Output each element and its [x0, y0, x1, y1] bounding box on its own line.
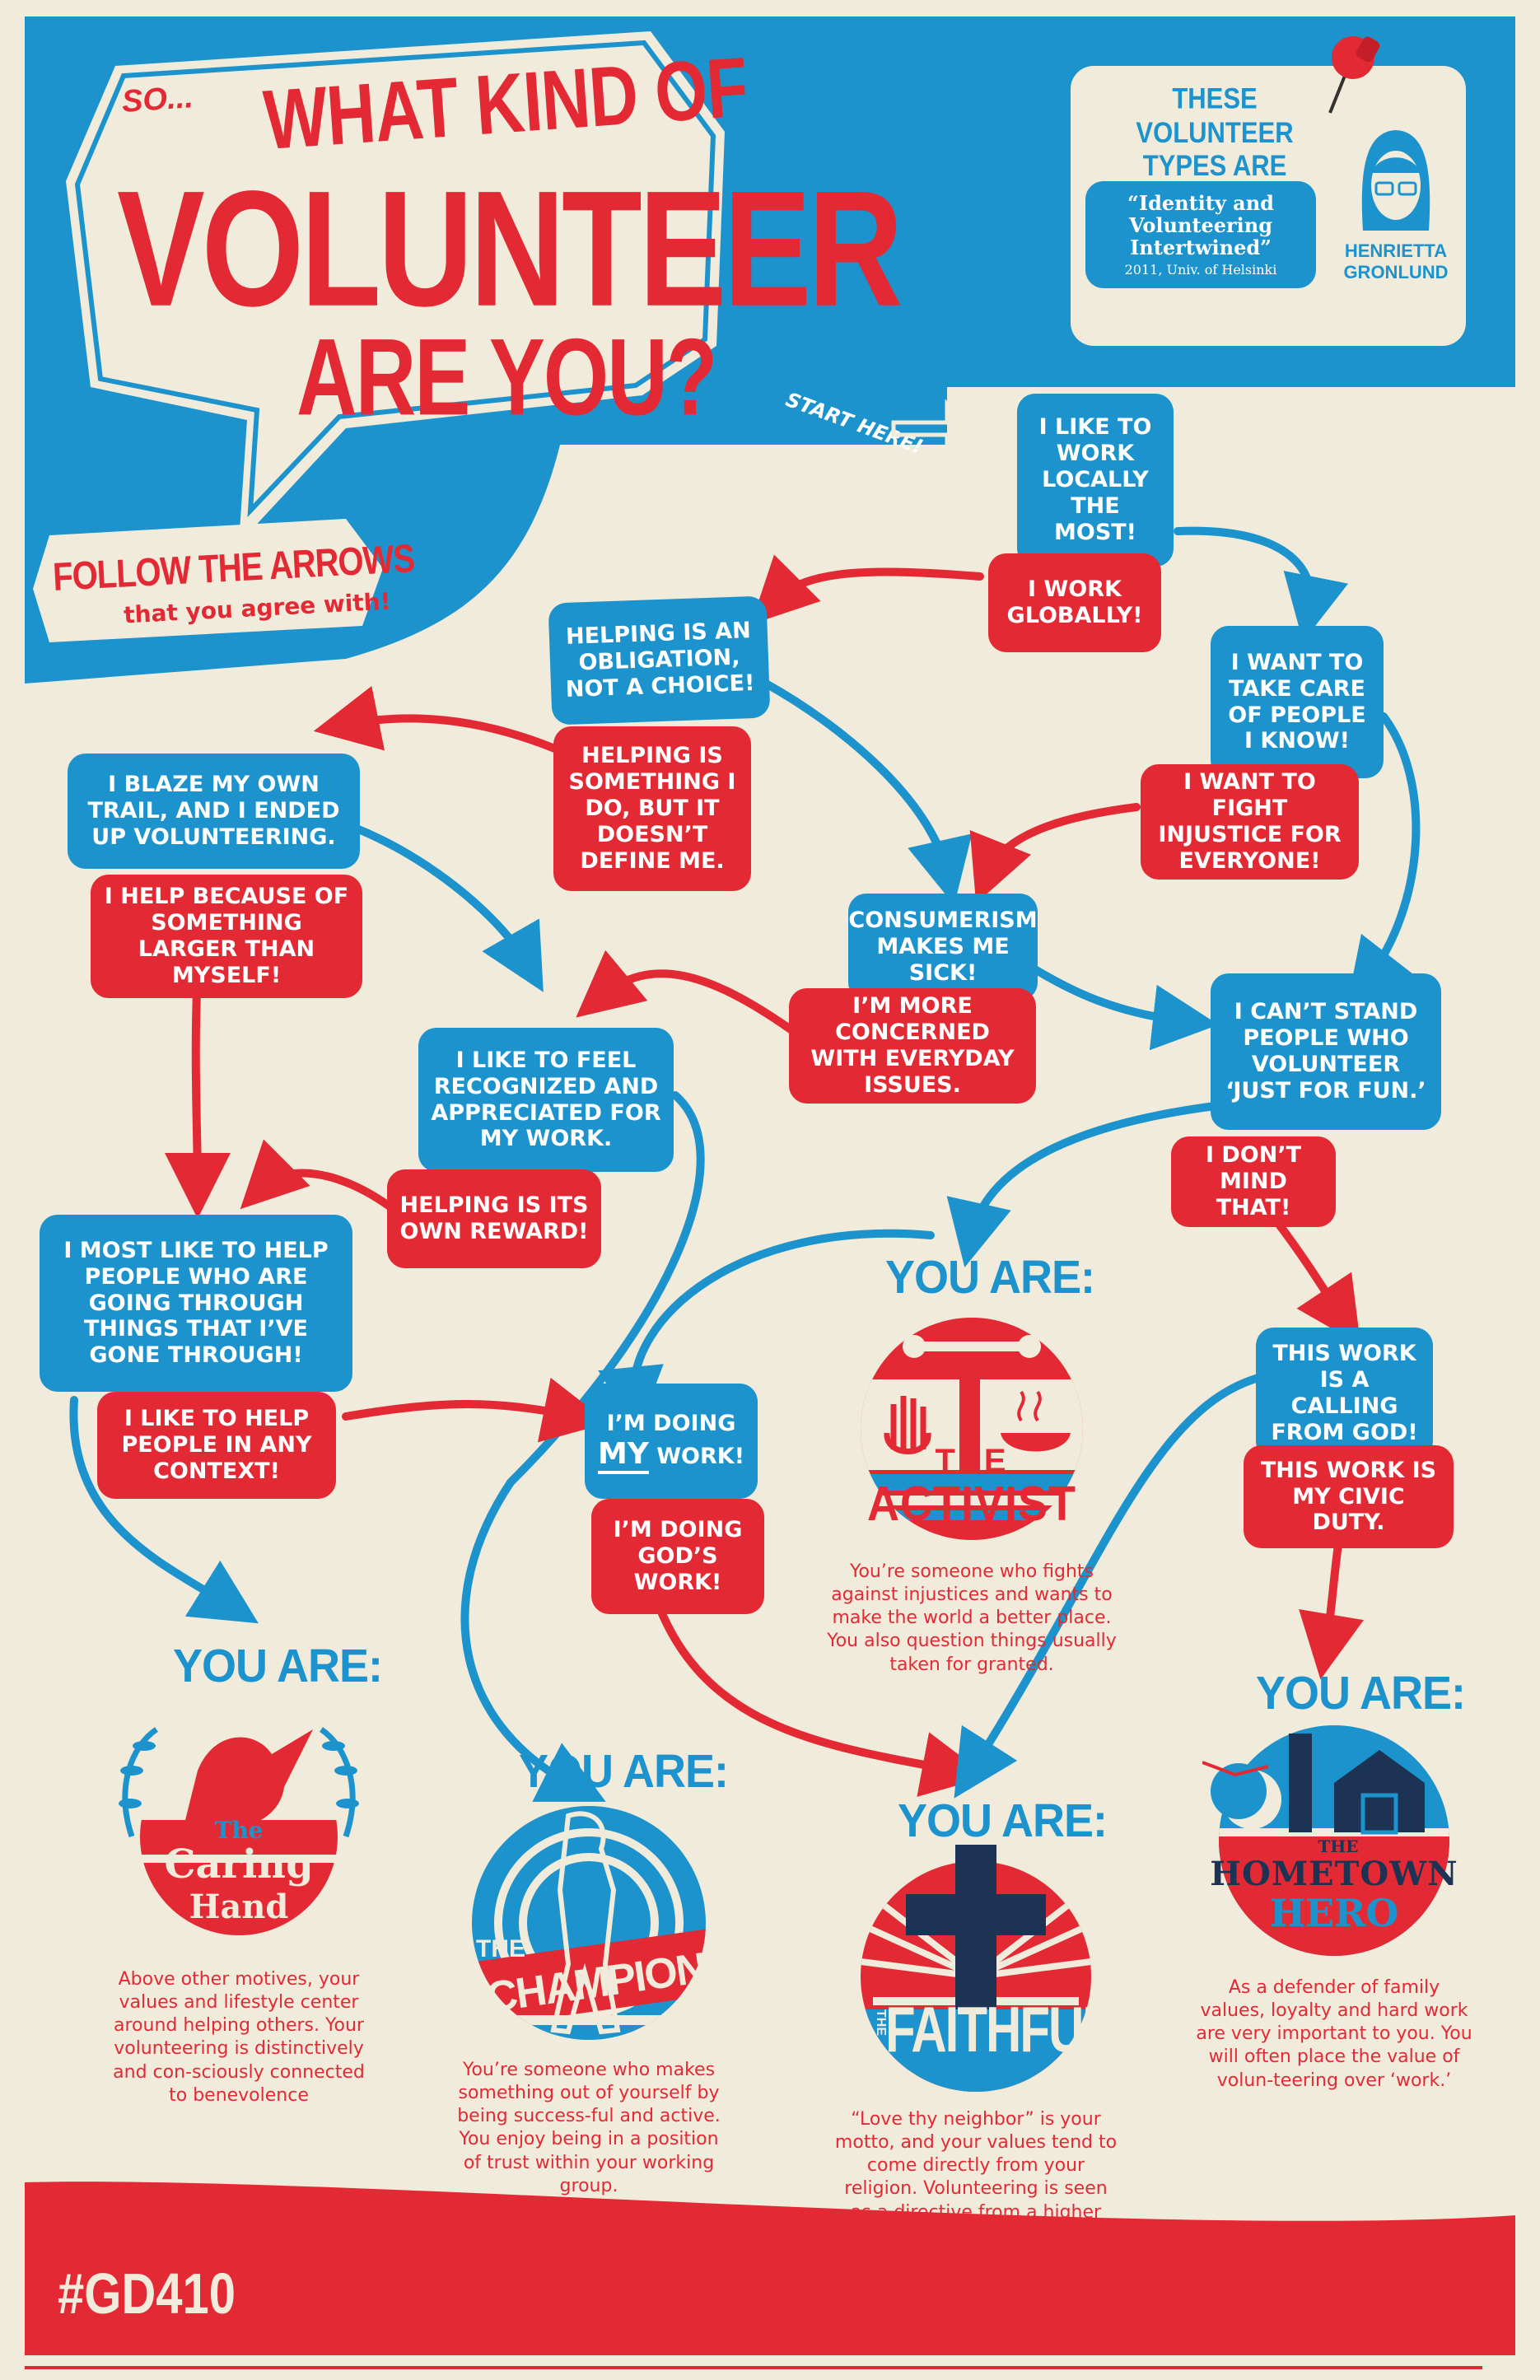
bubble-not-define[interactable]: HELPING IS SOMETHING I DO, BUT IT DOESN’…: [553, 726, 751, 891]
so-label: SO...: [120, 80, 194, 119]
soup-bowl-icon: [1001, 1433, 1071, 1452]
faithful-description: “Love thy neighbor” is your motto, and y…: [834, 2109, 1118, 2246]
footer-band: [25, 2182, 1515, 2355]
bubble-just-for-fun[interactable]: I CAN’T STAND PEOPLE WHO VOLUNTEER ‘JUST…: [1211, 973, 1441, 1130]
author-last-name: GRONLUND: [1343, 262, 1449, 283]
you-are-faithful: YOU ARE:: [898, 1794, 1108, 1847]
author-portrait-icon: [1361, 130, 1430, 231]
raised-fist-icon: [884, 1396, 931, 1454]
title-line-2: VOLUNTEER: [117, 156, 903, 341]
caring-description: Above other motives, your values and lif…: [113, 1969, 365, 2106]
bubble-care-people[interactable]: I WANT TO TAKE CARE OF PEOPLE I KNOW!: [1211, 626, 1384, 778]
you-are-activist: YOU ARE:: [885, 1251, 1095, 1304]
hometown-name-3: HERO: [1269, 1891, 1399, 1935]
champion-badge: [472, 1806, 706, 2040]
champion-description: You’re someone who makes something out o…: [457, 2060, 721, 2196]
cross-icon: [906, 1845, 1046, 2009]
bubble-consumerism[interactable]: CONSUMERISM MAKES ME SICK!: [848, 894, 1038, 1001]
bubble-dont-mind[interactable]: I DON’T MIND THAT!: [1171, 1136, 1336, 1227]
source-quote-line-2: Volunteering: [1128, 212, 1273, 237]
dove-icon: [181, 1729, 313, 1836]
source-quote-line-3: Intertwined”: [1130, 235, 1272, 259]
bubble-blaze-trail[interactable]: I BLAZE MY OWN TRAIL, AND I ENDED UP VOL…: [68, 754, 360, 869]
activist-name-1: THE: [935, 1443, 1009, 1479]
bubble-obligation[interactable]: HELPING IS AN OBLIGATION, NOT A CHOICE!: [548, 595, 771, 726]
you-are-hometown: YOU ARE:: [1256, 1667, 1466, 1720]
bubble-recognized[interactable]: I LIKE TO FEEL RECOGNIZED AND APPRECIATE…: [418, 1028, 674, 1172]
bubble-fight-injustice[interactable]: I WANT TO FIGHT INJUSTICE FOR EVERYONE!: [1141, 764, 1359, 880]
hometown-badge: [1202, 1725, 1449, 1956]
bubble-work-locally[interactable]: I LIKE TO WORK LOCALLY THE MOST!: [1017, 394, 1174, 567]
bubble-civic-duty[interactable]: THIS WORK IS MY CIVIC DUTY.: [1244, 1445, 1454, 1548]
caring-hand-badge: [119, 1727, 359, 1935]
hometown-name-2: HOMETOWN: [1210, 1855, 1458, 1893]
my-work-text: I’M DOING MY WORK!: [597, 1410, 745, 1474]
follow-tag: [33, 519, 383, 642]
caring-name-3: Hand: [189, 1888, 289, 1926]
author-name: HENRIETTA GRONLUND: [1326, 240, 1466, 284]
source-quote-line-1: “Identity and: [1127, 191, 1274, 215]
my-work-pre: I’M DOING: [606, 1410, 736, 1436]
champion-figure-icon: [550, 1811, 621, 2035]
bubble-my-work[interactable]: I’M DOING MY WORK!: [585, 1384, 758, 1499]
faithful-badge: [861, 1845, 1091, 2092]
faithful-name-2: FAITHFUL: [885, 1993, 1113, 2066]
my-work-post: WORK!: [656, 1443, 745, 1469]
my-work-emphasis: MY: [597, 1436, 649, 1474]
footer-hashtag: #GD410: [58, 2261, 236, 2326]
bubble-everyday-issues[interactable]: I’M MORE CONCERNED WITH EVERYDAY ISSUES.: [789, 988, 1036, 1104]
bubble-work-globally[interactable]: I WORK GLOBALLY!: [988, 553, 1161, 652]
you-are-caring: YOU ARE:: [173, 1640, 383, 1692]
pushpin-icon: [1328, 36, 1380, 114]
hometown-name-1: THE: [1318, 1836, 1359, 1856]
activist-badge: [861, 1318, 1083, 1540]
bubble-gods-work[interactable]: I’M DOING GOD’S WORK!: [591, 1499, 764, 1614]
source-heading-line-1: THESE VOLUNTEER: [1136, 82, 1294, 149]
barn-icon: [1334, 1750, 1425, 1832]
silo-icon: [1289, 1734, 1312, 1832]
caring-name-2: Caring: [164, 1841, 314, 1888]
bubble-any-context[interactable]: I LIKE TO HELP PEOPLE IN ANY CONTEXT!: [97, 1392, 336, 1499]
title-bubble-outline: [74, 40, 716, 518]
hometown-description: As a defender of family values, loyalty …: [1196, 1977, 1472, 2091]
activist-description: You’re someone who fights against injust…: [827, 1561, 1117, 1675]
source-citation: 2011, Univ. of Helsinki: [1124, 261, 1277, 278]
activist-name-2: ACTIVIST: [866, 1477, 1076, 1531]
champion-name-1: THE: [476, 1935, 525, 1962]
bubble-went-through[interactable]: I MOST LIKE TO HELP PEOPLE WHO ARE GOING…: [40, 1215, 352, 1392]
faithful-name-1: THE: [874, 2009, 888, 2036]
you-are-champion: YOU ARE:: [519, 1745, 729, 1798]
title-bubble: [66, 31, 725, 544]
title-line-3: ARE YOU?: [296, 315, 717, 438]
bubble-larger-than[interactable]: I HELP BECAUSE OF SOMETHING LARGER THAN …: [91, 875, 362, 998]
author-first-name: HENRIETTA: [1344, 240, 1448, 261]
bubble-calling[interactable]: THIS WORK IS A CALLING FROM GOD!: [1256, 1328, 1433, 1459]
source-quote-bubble: “Identity and Volunteering Intertwined” …: [1085, 181, 1316, 288]
bubble-own-reward[interactable]: HELPING IS ITS OWN REWARD!: [387, 1169, 601, 1268]
caring-name-1: The: [214, 1817, 264, 1844]
start-arrow-icon: [891, 399, 979, 458]
